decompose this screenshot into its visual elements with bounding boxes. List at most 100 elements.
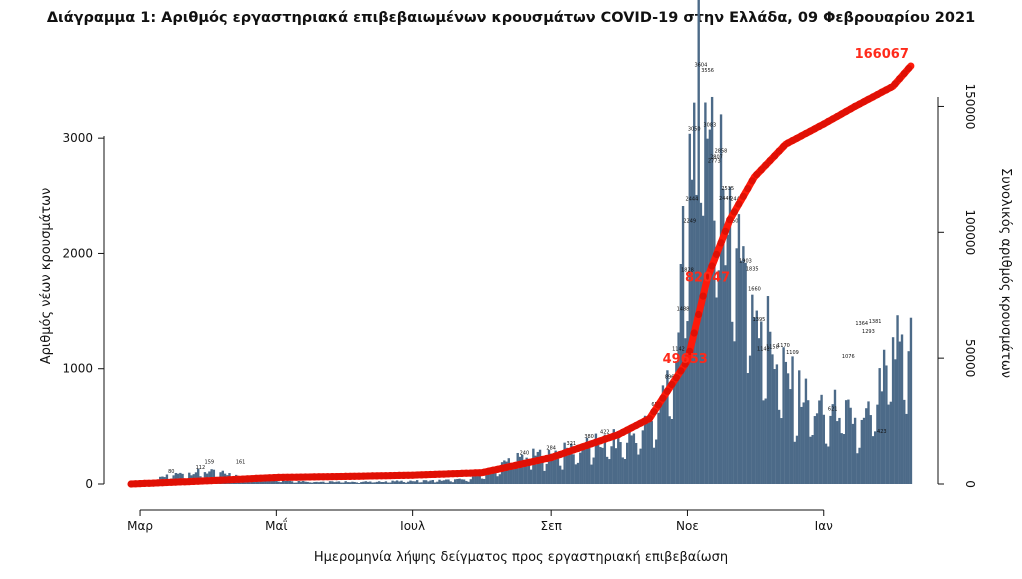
bar <box>838 417 841 484</box>
bar <box>378 481 381 484</box>
bar <box>451 482 455 484</box>
y2-tick-label: 0 <box>963 480 977 488</box>
bar <box>675 361 678 484</box>
bar <box>574 464 577 484</box>
cumulative-point <box>905 64 913 73</box>
bar-value-label: 380 <box>584 434 594 440</box>
chart-title: Διάγραμμα 1: Αριθμός εργαστηριακά επιβεβ… <box>46 10 976 26</box>
bar <box>769 331 772 484</box>
bar <box>583 447 586 484</box>
bar <box>760 321 763 484</box>
bar-value-label: 621 <box>828 406 838 412</box>
bar <box>588 441 591 484</box>
bar <box>458 478 461 484</box>
bar-value-label: 1488 <box>677 307 690 313</box>
cumulative-point <box>672 374 680 382</box>
bar <box>429 480 432 484</box>
bar <box>438 479 441 484</box>
bar <box>900 334 904 484</box>
bar <box>646 422 649 484</box>
bar <box>467 481 470 484</box>
bar-value-label: 3604 <box>695 63 708 69</box>
bar <box>876 404 879 484</box>
bar <box>554 450 557 484</box>
bar-value-label: 1293 <box>862 329 875 335</box>
bar <box>409 480 412 484</box>
bar <box>552 458 555 484</box>
bar <box>514 466 517 484</box>
bar <box>532 448 535 484</box>
bar <box>380 482 383 484</box>
bar <box>666 370 669 484</box>
bar <box>389 482 392 484</box>
bar <box>844 400 848 484</box>
bar <box>543 470 546 484</box>
bar <box>684 338 687 484</box>
bar <box>663 390 667 484</box>
bar <box>878 368 881 484</box>
bar <box>483 478 486 484</box>
y-tick-label: 1000 <box>62 362 93 376</box>
cumulative-point <box>645 415 654 423</box>
bar <box>643 415 647 484</box>
bar <box>331 481 334 484</box>
bar <box>400 480 403 484</box>
bar <box>572 454 575 484</box>
bar <box>261 481 265 484</box>
cumulative-line <box>127 62 915 488</box>
bar <box>800 406 803 484</box>
bar-value-label: 3083 <box>703 123 716 129</box>
bar-value-label: 240 <box>520 450 530 456</box>
bar-value-label: 1660 <box>748 287 761 293</box>
cumulative-point <box>757 166 765 174</box>
bar <box>491 472 495 484</box>
bar <box>688 133 691 484</box>
bar <box>706 138 709 484</box>
y2-axis-label: Συνολικός αριθμός κρουσμάτων <box>998 168 1013 378</box>
bar <box>197 468 200 484</box>
bar <box>286 480 289 484</box>
bar <box>847 399 850 484</box>
bar <box>445 479 448 484</box>
bar <box>773 369 776 484</box>
bar <box>842 434 846 484</box>
bar <box>476 474 479 484</box>
bar <box>719 114 723 484</box>
bar <box>534 455 537 484</box>
x-tick-label: Σεπ <box>541 519 562 533</box>
bar <box>731 321 734 484</box>
x-tick-label: Μαρ <box>127 519 153 533</box>
bar <box>858 447 861 484</box>
cumulative-point <box>708 262 716 270</box>
bar <box>447 479 450 484</box>
bar <box>802 402 805 484</box>
bar <box>840 433 843 484</box>
cumulative-point <box>712 250 721 258</box>
x-tick-label: Ιουλ <box>400 519 425 533</box>
bar <box>869 415 872 484</box>
bar <box>364 481 367 484</box>
bar <box>335 481 338 484</box>
bar <box>659 400 662 484</box>
bar <box>724 265 727 484</box>
bar <box>362 481 365 484</box>
bar <box>581 445 584 484</box>
bar <box>498 474 502 484</box>
bar-value-label: 422 <box>600 429 610 435</box>
bar <box>880 391 884 484</box>
bar <box>894 359 897 484</box>
bar-value-label: 896 <box>665 375 675 381</box>
bar <box>865 408 868 484</box>
cumulative-point <box>748 177 756 185</box>
bar-value-label: 2440 <box>730 197 743 203</box>
bar <box>793 441 796 484</box>
bar <box>471 476 475 484</box>
bar-value-label: 1395 <box>753 317 766 323</box>
bar <box>212 469 216 484</box>
bar <box>699 202 703 484</box>
bar <box>536 451 540 484</box>
y2-tick-label: 100000 <box>963 209 977 255</box>
bar <box>795 435 799 484</box>
bar <box>681 206 685 484</box>
